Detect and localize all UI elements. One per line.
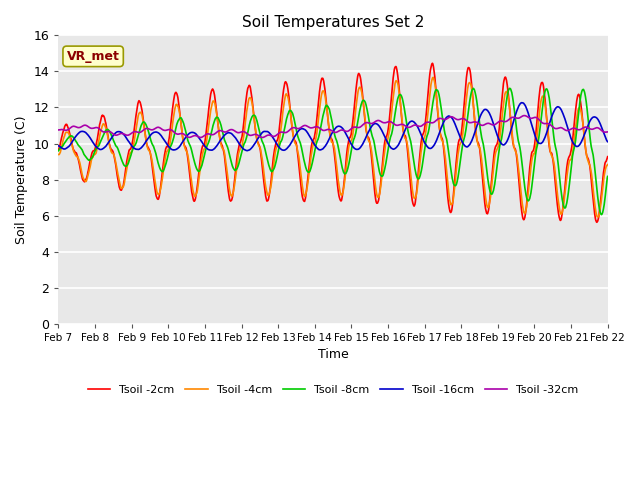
- Tsoil -4cm: [604, 162, 611, 168]
- Tsoil -16cm: [244, 148, 252, 154]
- Tsoil -8cm: [598, 212, 605, 217]
- Tsoil -4cm: [490, 158, 498, 164]
- Tsoil -2cm: [163, 144, 171, 150]
- Tsoil -2cm: [54, 146, 62, 152]
- Tsoil -4cm: [177, 117, 184, 123]
- Tsoil -4cm: [54, 152, 62, 157]
- Tsoil -4cm: [539, 93, 547, 99]
- Tsoil -8cm: [539, 102, 547, 108]
- Tsoil -16cm: [419, 135, 426, 141]
- Tsoil -2cm: [429, 60, 436, 66]
- Tsoil -8cm: [604, 174, 611, 180]
- Tsoil -4cm: [163, 148, 171, 154]
- Tsoil -32cm: [177, 131, 184, 136]
- Tsoil -8cm: [163, 156, 171, 162]
- Tsoil -2cm: [604, 154, 611, 159]
- Tsoil -32cm: [520, 113, 528, 119]
- Tsoil -32cm: [540, 120, 547, 126]
- Tsoil -2cm: [593, 219, 601, 225]
- Tsoil -16cm: [238, 144, 246, 150]
- Line: Tsoil -8cm: Tsoil -8cm: [58, 88, 607, 215]
- Tsoil -4cm: [595, 214, 602, 220]
- Tsoil -16cm: [177, 142, 184, 148]
- Y-axis label: Soil Temperature (C): Soil Temperature (C): [15, 115, 28, 244]
- Tsoil -16cm: [540, 138, 547, 144]
- Tsoil -32cm: [490, 122, 498, 128]
- Tsoil -2cm: [177, 117, 184, 123]
- Tsoil -2cm: [539, 80, 547, 86]
- Tsoil -4cm: [238, 143, 246, 148]
- Tsoil -32cm: [419, 122, 426, 128]
- Line: Tsoil -16cm: Tsoil -16cm: [58, 103, 607, 151]
- Tsoil -2cm: [490, 149, 498, 155]
- X-axis label: Time: Time: [317, 348, 348, 361]
- Tsoil -4cm: [429, 74, 437, 80]
- Legend: Tsoil -2cm, Tsoil -4cm, Tsoil -8cm, Tsoil -16cm, Tsoil -32cm: Tsoil -2cm, Tsoil -4cm, Tsoil -8cm, Tsoi…: [84, 380, 582, 399]
- Tsoil -8cm: [490, 183, 498, 189]
- Tsoil -2cm: [419, 133, 426, 139]
- Tsoil -8cm: [177, 115, 184, 120]
- Tsoil -16cm: [54, 143, 62, 149]
- Tsoil -8cm: [54, 148, 62, 154]
- Tsoil -16cm: [604, 139, 611, 144]
- Tsoil -8cm: [238, 148, 246, 154]
- Tsoil -32cm: [604, 129, 611, 135]
- Tsoil -2cm: [238, 134, 246, 140]
- Line: Tsoil -4cm: Tsoil -4cm: [58, 77, 607, 217]
- Line: Tsoil -2cm: Tsoil -2cm: [58, 63, 607, 222]
- Tsoil -16cm: [518, 100, 525, 106]
- Text: VR_met: VR_met: [67, 50, 120, 63]
- Tsoil -32cm: [238, 129, 246, 134]
- Tsoil -16cm: [163, 142, 171, 147]
- Tsoil -32cm: [54, 127, 62, 133]
- Tsoil -8cm: [470, 85, 477, 91]
- Tsoil -8cm: [419, 164, 426, 169]
- Tsoil -4cm: [419, 142, 426, 147]
- Tsoil -32cm: [259, 134, 266, 140]
- Title: Soil Temperatures Set 2: Soil Temperatures Set 2: [242, 15, 424, 30]
- Line: Tsoil -32cm: Tsoil -32cm: [58, 116, 607, 137]
- Tsoil -16cm: [490, 124, 498, 130]
- Tsoil -32cm: [163, 127, 171, 133]
